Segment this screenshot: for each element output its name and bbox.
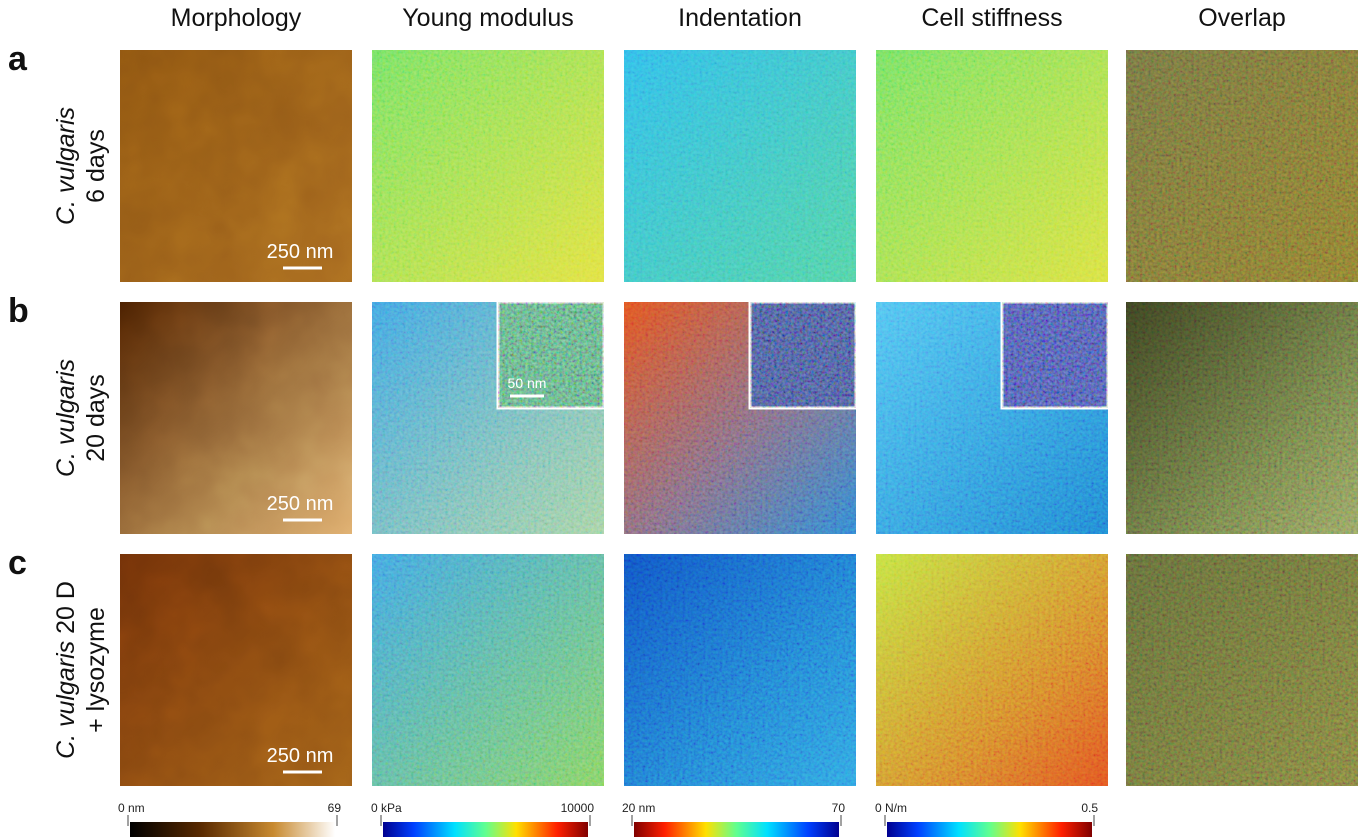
column-header: Morphology [171,4,302,32]
inset-scale-bar-label: 50 nm [508,375,547,391]
condition: 20 D [52,581,80,634]
colorbar-min: 0 kPa [371,801,402,815]
colorbar [634,822,839,837]
map-texture [624,50,856,282]
map-texture [120,50,352,282]
inset-texture [498,302,604,408]
colorbar-min: 20 nm [622,801,655,815]
scale-bar-label: 250 nm [267,745,334,767]
colorbar [383,822,588,837]
colorbar-max: 10000 [561,801,595,815]
column-header: Cell stiffness [921,4,1062,32]
column-header: Young modulus [402,4,573,32]
colorbar-max: 69 [328,801,342,815]
colorbar-min: 0 N/m [875,801,907,815]
row-label: C. vulgaris 20 D [52,581,80,759]
scale-bar-label: 250 nm [267,241,334,263]
scale-bar-label: 250 nm [267,493,334,515]
colorbar-max: 70 [832,801,846,815]
panel-letter: c [8,544,27,582]
row-label: C. vulgaris [52,359,80,477]
colorbar [887,822,1092,837]
column-header: Overlap [1198,4,1286,32]
panel-letter: b [8,292,29,330]
row-label: 20 days [82,374,110,462]
species: C. vulgaris [52,359,80,477]
map-texture [1126,302,1358,534]
map-texture [120,554,352,786]
colorbar [130,822,335,837]
inset-texture [750,302,856,408]
map-texture [372,554,604,786]
inset-texture [1002,302,1108,408]
map-texture [120,302,352,534]
column-header: Indentation [678,4,802,32]
colorbar-max: 0.5 [1081,801,1098,815]
row-label: + lysozyme [82,607,110,733]
row-label: 6 days [82,129,110,203]
map-texture [876,554,1108,786]
species: C. vulgaris [52,107,80,225]
panel-letter: a [8,40,28,78]
colorbar-min: 0 nm [118,801,145,815]
species: C. vulgaris [52,641,80,759]
map-texture [624,554,856,786]
map-texture [876,50,1108,282]
map-texture [372,50,604,282]
row-label: C. vulgaris [52,107,80,225]
map-texture [1126,554,1358,786]
map-texture [1126,50,1358,282]
